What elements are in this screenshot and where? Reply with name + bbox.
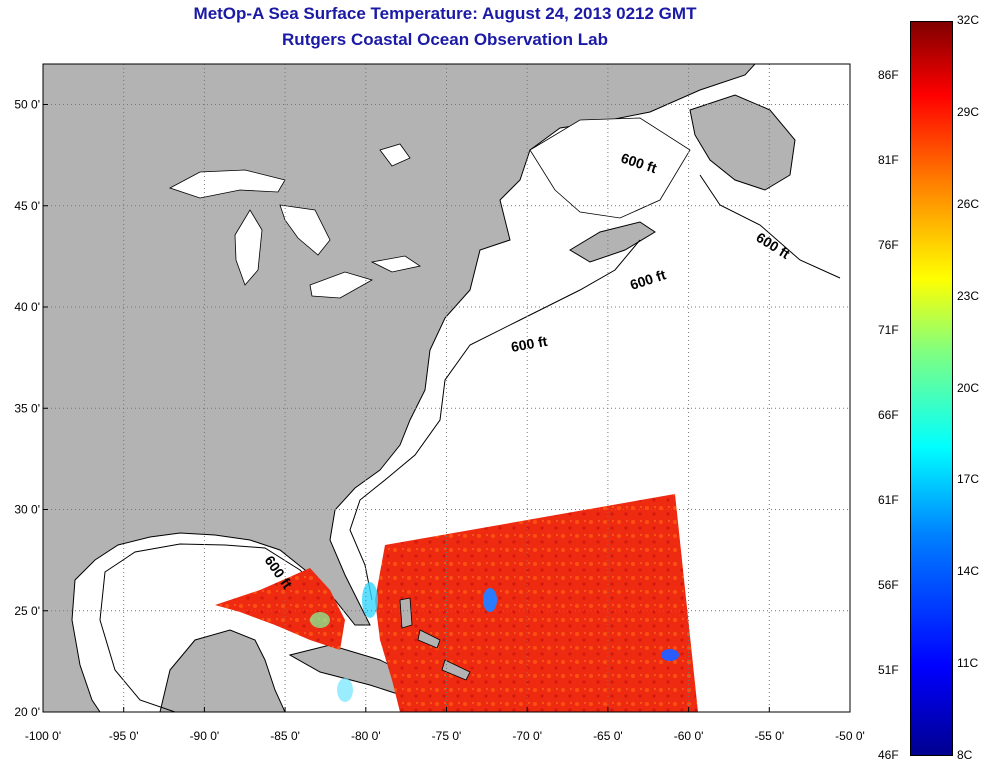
map-title: MetOp-A Sea Surface Temperature: August … xyxy=(193,4,697,23)
x-tick-label: -85 0' xyxy=(270,729,300,743)
x-tick-label: -65 0' xyxy=(593,729,623,743)
y-tick-label: 35 0' xyxy=(14,401,40,415)
colorbar-celsius-label: 17C xyxy=(957,472,980,487)
colorbar-fahrenheit-label: 81F xyxy=(878,153,899,167)
sst-gulf-patch xyxy=(215,568,345,650)
x-tick-label: -75 0' xyxy=(432,729,462,743)
x-tick-label: -60 0' xyxy=(674,729,704,743)
contour-label-4: 600 ft xyxy=(510,333,549,355)
y-tick-label: 50 0' xyxy=(14,98,40,112)
x-tick-label: -55 0' xyxy=(754,729,784,743)
sst-swath xyxy=(375,494,698,712)
x-tick-label: -95 0' xyxy=(109,729,139,743)
land-nova-scotia xyxy=(569,221,656,263)
y-tick-label: 30 0' xyxy=(14,503,40,517)
x-tick-label: -80 0' xyxy=(351,729,381,743)
land-newfoundland xyxy=(689,94,796,191)
colorbar-fahrenheit-label: 76F xyxy=(878,238,899,252)
great-lakes xyxy=(168,143,422,299)
colorbar-fahrenheit-label: 66F xyxy=(878,408,899,422)
gulf-st-lawrence xyxy=(529,117,691,219)
colorbar-celsius-label: 20C xyxy=(957,380,980,395)
colorbar-celsius-label: 11C xyxy=(957,656,979,671)
temperature-colorbar xyxy=(910,21,953,756)
x-tick-label: -50 0' xyxy=(835,729,865,743)
y-tick-label: 45 0' xyxy=(14,199,40,213)
colorbar-fahrenheit-label: 56F xyxy=(878,578,899,592)
lat-lon-grid xyxy=(43,64,850,712)
colorbar-celsius-label: 23C xyxy=(957,288,980,303)
x-tick-label: -70 0' xyxy=(512,729,542,743)
colorbar-celsius-label: 8C xyxy=(957,748,973,762)
x-tick-label: -90 0' xyxy=(190,729,220,743)
y-tick-label: 25 0' xyxy=(14,604,40,618)
x-tick-label: -100 0' xyxy=(25,729,61,743)
map-subtitle: Rutgers Coastal Ocean Observation Lab xyxy=(282,30,608,49)
colorbar-celsius-label: 29C xyxy=(957,104,980,119)
colorbar-celsius-label: 14C xyxy=(957,564,980,579)
bahamas-islands xyxy=(399,597,471,681)
colorbar-fahrenheit-label: 86F xyxy=(878,68,899,82)
land-north-america xyxy=(43,64,756,712)
colorbar-fahrenheit-label: 71F xyxy=(878,323,899,337)
colorbar-fahrenheit-label: 46F xyxy=(878,748,899,762)
y-tick-label: 40 0' xyxy=(14,300,40,314)
land-yucatan xyxy=(159,629,286,712)
y-tick-label: 20 0' xyxy=(14,705,40,719)
colorbar-celsius-label: 32C xyxy=(957,13,980,27)
colorbar-fahrenheit-label: 61F xyxy=(878,493,899,507)
axis-ticks: -100 0' -95 0' -90 0' -85 0' -80 0' -75 0' -70… xyxy=(14,98,864,744)
colorbar-celsius-label: 26C xyxy=(957,196,980,211)
colorbar-fahrenheit-label: 51F xyxy=(878,663,899,677)
